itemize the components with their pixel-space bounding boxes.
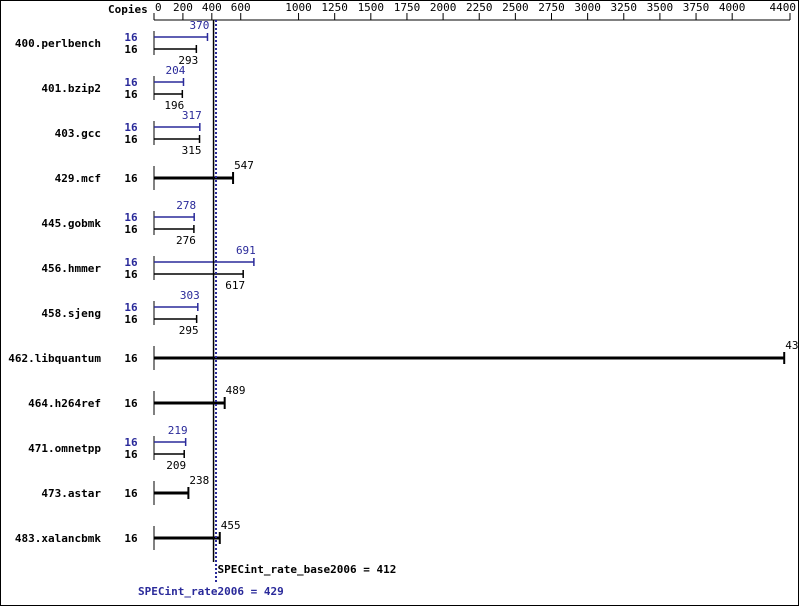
bar <box>154 450 185 458</box>
x-tick-label: 4000 <box>719 1 746 14</box>
benchmark-name: 483.xalancbmk <box>15 532 101 545</box>
bar <box>154 33 209 41</box>
x-tick-label: 1750 <box>394 1 421 14</box>
bar <box>154 90 184 98</box>
copies: 16 <box>124 313 138 326</box>
benchmark-name: 462.libquantum <box>8 352 101 365</box>
benchmark-name: 401.bzip2 <box>41 82 101 95</box>
bar <box>154 438 187 446</box>
x-tick-label: 2750 <box>538 1 565 14</box>
benchmark-name: 456.hmmer <box>41 262 101 275</box>
x-tick-label: 400 <box>202 1 222 14</box>
bar <box>154 270 244 278</box>
benchmark-name: 471.omnetpp <box>28 442 101 455</box>
bar <box>154 401 225 405</box>
copies: 16 <box>124 76 138 89</box>
value-label: 317 <box>182 109 202 122</box>
benchmark-name: 403.gcc <box>55 127 101 140</box>
value-label: 278 <box>176 199 196 212</box>
value-label: 4360 <box>785 339 799 352</box>
value-label: 196 <box>164 99 184 112</box>
bar <box>154 258 255 266</box>
value-label: 209 <box>166 459 186 472</box>
x-tick-label: 600 <box>231 1 251 14</box>
value-label: 303 <box>180 289 200 302</box>
value-label: 455 <box>221 519 241 532</box>
copies: 16 <box>124 301 138 314</box>
value-label: 547 <box>234 159 254 172</box>
value-label: 691 <box>236 244 256 257</box>
benchmark-name: 400.perlbench <box>15 37 101 50</box>
copies: 16 <box>124 352 138 365</box>
benchmark-name: 429.mcf <box>55 172 101 185</box>
bar <box>154 78 185 86</box>
copies: 16 <box>124 532 138 545</box>
x-tick-label: 2500 <box>502 1 529 14</box>
copies: 16 <box>124 211 138 224</box>
x-tick-label: 3750 <box>683 1 710 14</box>
copies: 16 <box>124 223 138 236</box>
bar <box>154 225 195 233</box>
value-label: 315 <box>182 144 202 157</box>
x-tick-label: 1250 <box>321 1 348 14</box>
bar <box>154 536 220 540</box>
bar <box>154 45 198 53</box>
copies: 16 <box>124 88 138 101</box>
x-tick-label: 3500 <box>647 1 674 14</box>
copies: 16 <box>124 487 138 500</box>
copies: 16 <box>124 43 138 56</box>
x-tick-label: 3250 <box>611 1 638 14</box>
benchmark-name: 458.sjeng <box>41 307 101 320</box>
x-tick-label: 0 <box>155 1 162 14</box>
value-label: 204 <box>166 64 186 77</box>
copies: 16 <box>124 31 138 44</box>
bar <box>154 135 201 143</box>
x-tick-label: 3000 <box>574 1 601 14</box>
benchmark-name: 445.gobmk <box>41 217 101 230</box>
reference-label: SPECint_rate2006 = 429 <box>138 585 284 598</box>
value-label: 238 <box>189 474 209 487</box>
copies: 16 <box>124 397 138 410</box>
value-label: 370 <box>190 19 210 32</box>
bar <box>154 123 201 131</box>
x-tick-label: 2250 <box>466 1 493 14</box>
bar <box>154 213 195 221</box>
value-label: 617 <box>225 279 245 292</box>
value-label: 489 <box>226 384 246 397</box>
bar <box>154 303 199 311</box>
x-tick-label: 2000 <box>430 1 457 14</box>
x-tick-label: 1000 <box>285 1 312 14</box>
copies: 16 <box>124 133 138 146</box>
copies: 16 <box>124 256 138 269</box>
bar <box>154 491 189 495</box>
copies-header: Copies <box>108 3 148 16</box>
bar <box>154 356 785 360</box>
reference-label: SPECint_rate_base2006 = 412 <box>218 563 397 576</box>
x-tick-label: 1500 <box>358 1 385 14</box>
x-tick-label: 200 <box>173 1 193 14</box>
bar <box>154 176 234 180</box>
value-label: 293 <box>178 54 198 67</box>
value-label: 276 <box>176 234 196 247</box>
copies: 16 <box>124 436 138 449</box>
copies: 16 <box>124 448 138 461</box>
copies: 16 <box>124 268 138 281</box>
value-label: 295 <box>179 324 199 337</box>
value-label: 219 <box>168 424 188 437</box>
copies: 16 <box>124 121 138 134</box>
bar <box>154 315 198 323</box>
copies: 16 <box>124 172 138 185</box>
x-tick-label: 4400 <box>770 1 797 14</box>
benchmark-name: 464.h264ref <box>28 397 101 410</box>
benchmark-name: 473.astar <box>41 487 101 500</box>
